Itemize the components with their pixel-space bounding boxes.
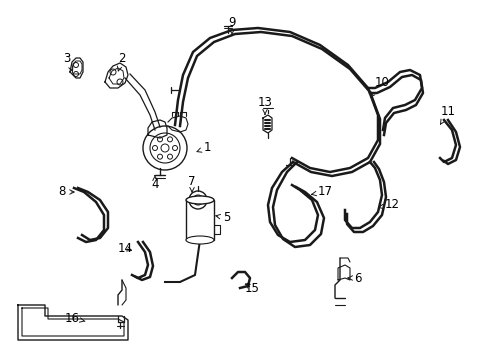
Text: 6: 6 — [347, 271, 361, 284]
Text: 3: 3 — [63, 51, 73, 71]
Text: 12: 12 — [378, 198, 399, 211]
Text: 10: 10 — [369, 76, 388, 97]
Text: 1: 1 — [197, 141, 210, 154]
Text: 7: 7 — [188, 175, 195, 192]
Text: 2: 2 — [117, 51, 125, 71]
Text: 5: 5 — [215, 211, 230, 225]
Ellipse shape — [185, 196, 214, 204]
Bar — [185, 200, 214, 240]
Ellipse shape — [185, 236, 214, 244]
Text: 16: 16 — [64, 311, 85, 324]
Text: 15: 15 — [244, 282, 259, 294]
Text: 9: 9 — [228, 15, 235, 34]
Text: 4: 4 — [151, 176, 159, 192]
Text: 17: 17 — [311, 185, 332, 198]
Text: 13: 13 — [257, 95, 272, 114]
Text: 8: 8 — [58, 185, 74, 198]
Text: 14: 14 — [117, 242, 132, 255]
Text: 11: 11 — [440, 105, 454, 124]
